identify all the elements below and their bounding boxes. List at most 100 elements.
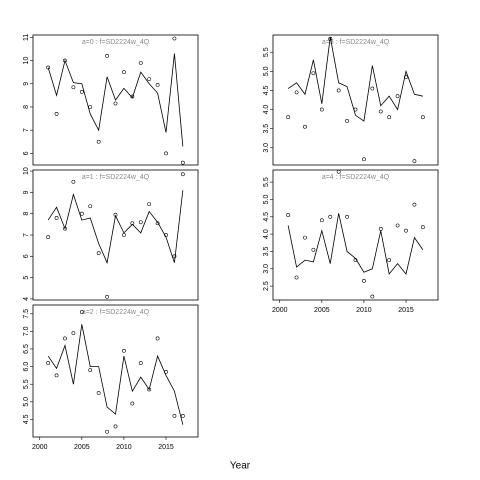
y-tick-label: 5.0 bbox=[263, 66, 270, 76]
data-point bbox=[370, 294, 375, 299]
data-point bbox=[420, 225, 425, 230]
data-point bbox=[328, 214, 333, 219]
data-point bbox=[328, 36, 333, 41]
data-point bbox=[54, 373, 59, 378]
y-tick-label: 4.0 bbox=[263, 229, 270, 239]
y-tick-label: 3.5 bbox=[263, 124, 270, 134]
panel-title: a=2 : f=SD2224w_4Q bbox=[82, 309, 150, 316]
data-point bbox=[122, 348, 126, 353]
data-point bbox=[113, 101, 118, 106]
data-point bbox=[46, 361, 51, 365]
data-point bbox=[138, 220, 143, 225]
data-point bbox=[172, 254, 177, 259]
data-point bbox=[172, 36, 177, 41]
data-point bbox=[46, 65, 51, 70]
y-tick-label: 5.5 bbox=[263, 177, 270, 187]
x-tick-label: 2015 bbox=[398, 307, 414, 314]
data-point bbox=[155, 221, 160, 226]
y-tick-label: 4.0 bbox=[263, 105, 270, 115]
data-point bbox=[105, 294, 109, 299]
x-tick-label: 2005 bbox=[314, 307, 330, 314]
data-point bbox=[336, 88, 341, 93]
y-tick-label: 7.5 bbox=[23, 309, 30, 319]
panel-frame bbox=[272, 169, 439, 301]
data-point bbox=[286, 115, 291, 120]
data-point bbox=[412, 159, 417, 164]
data-point bbox=[404, 228, 408, 233]
data-point bbox=[420, 115, 425, 120]
data-point bbox=[130, 221, 135, 226]
data-point bbox=[138, 60, 143, 65]
data-point bbox=[71, 85, 76, 90]
data-point bbox=[378, 227, 383, 231]
data-point bbox=[395, 94, 400, 99]
y-tick-label: 5.5 bbox=[263, 47, 270, 57]
data-point bbox=[130, 401, 135, 406]
panel-title: a=3 : f=SD2224w_4Q bbox=[322, 39, 390, 46]
data-point bbox=[319, 107, 324, 112]
y-tick-label: 7.0 bbox=[23, 326, 30, 336]
data-point bbox=[147, 387, 152, 392]
data-point bbox=[362, 157, 366, 162]
data-point bbox=[303, 124, 307, 129]
data-point bbox=[54, 216, 59, 220]
data-point bbox=[113, 212, 118, 217]
y-tick-label: 6.0 bbox=[23, 362, 30, 372]
y-tick-label: 5.0 bbox=[23, 397, 30, 407]
y-tick-label: 2.5 bbox=[263, 281, 270, 291]
data-point bbox=[164, 151, 168, 156]
y-tick-label: 3.0 bbox=[263, 143, 270, 153]
y-tick-label: 4.5 bbox=[23, 414, 30, 424]
data-point bbox=[79, 211, 84, 216]
x-tick-label: 2005 bbox=[74, 444, 90, 451]
x-tick-label: 2015 bbox=[158, 444, 174, 451]
data-point bbox=[353, 107, 358, 112]
data-point bbox=[96, 251, 101, 256]
data-point bbox=[113, 424, 118, 429]
y-tick-label: 4.5 bbox=[263, 212, 270, 222]
data-point bbox=[63, 226, 67, 231]
series-line bbox=[47, 190, 184, 265]
series-line bbox=[47, 324, 184, 425]
y-tick-label: 6 bbox=[23, 151, 30, 155]
data-point bbox=[180, 172, 185, 177]
data-point bbox=[387, 115, 392, 120]
y-tick-label: 11 bbox=[23, 34, 30, 41]
y-tick-label: 6 bbox=[23, 254, 30, 258]
panel-title: a=1 : f=SD2224w_4Q bbox=[82, 174, 150, 181]
x-axis-label: Year bbox=[230, 461, 251, 472]
data-point bbox=[353, 258, 358, 263]
y-tick-label: 5.0 bbox=[263, 194, 270, 204]
data-point bbox=[345, 119, 349, 123]
x-tick-label: 2010 bbox=[356, 307, 372, 314]
y-tick-label: 6.5 bbox=[23, 344, 30, 354]
data-point bbox=[54, 112, 59, 116]
data-point bbox=[294, 90, 299, 95]
data-point bbox=[294, 275, 299, 280]
data-point bbox=[319, 218, 324, 223]
y-tick-label: 8 bbox=[23, 105, 30, 109]
data-point bbox=[105, 429, 109, 434]
panel-frame bbox=[32, 169, 199, 301]
y-tick-label: 10 bbox=[23, 57, 30, 65]
y-tick-label: 3.5 bbox=[263, 246, 270, 256]
y-tick-label: 9 bbox=[23, 82, 30, 86]
data-point bbox=[155, 336, 160, 341]
y-tick-label: 7 bbox=[23, 233, 30, 237]
data-point bbox=[286, 213, 291, 217]
y-tick-label: 3.0 bbox=[263, 264, 270, 274]
data-point bbox=[164, 233, 168, 237]
data-point bbox=[88, 204, 93, 209]
x-tick-label: 2000 bbox=[272, 307, 288, 314]
data-point bbox=[303, 235, 307, 240]
y-tick-label: 8 bbox=[23, 212, 30, 216]
data-point bbox=[130, 94, 135, 99]
panel-frame bbox=[272, 34, 439, 166]
data-point bbox=[71, 179, 76, 184]
x-tick-label: 2010 bbox=[116, 444, 132, 451]
panel-frame bbox=[32, 304, 199, 438]
data-point bbox=[345, 214, 349, 219]
data-point bbox=[96, 139, 101, 144]
data-point bbox=[79, 310, 84, 314]
